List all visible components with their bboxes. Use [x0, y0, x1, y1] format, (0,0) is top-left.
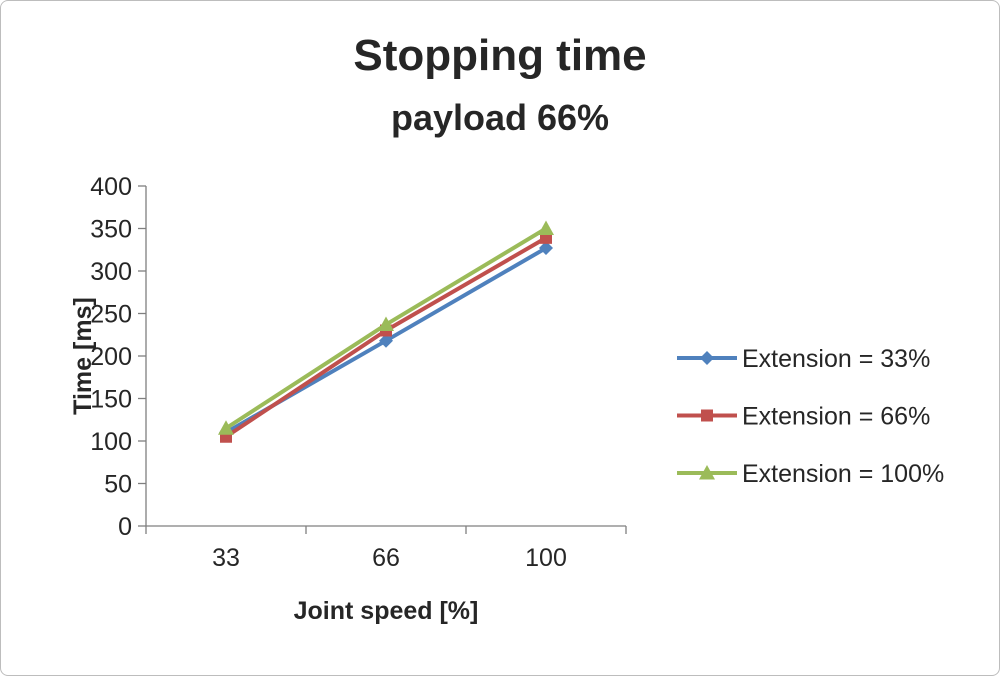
x-axis-title: Joint speed [%] [294, 597, 479, 625]
chart-title: Stopping time [353, 31, 647, 80]
y-tick-label: 100 [90, 428, 132, 456]
diamond-marker [700, 351, 714, 365]
diamond-marker [379, 333, 393, 348]
legend-label: Extension = 33% [742, 345, 930, 373]
diamond-marker [539, 241, 553, 256]
triangle-marker [378, 316, 394, 332]
y-tick-label: 400 [90, 173, 132, 201]
triangle-marker [218, 420, 234, 435]
y-tick-label: 50 [104, 470, 132, 498]
triangle-marker [699, 465, 715, 480]
y-tick-label: 150 [90, 385, 132, 413]
x-tick-label: 100 [525, 544, 567, 572]
chart-subtitle: payload 66% [390, 97, 610, 138]
legend-label: Extension = 66% [742, 402, 930, 430]
y-tick-label: 350 [90, 215, 132, 243]
x-tick-label: 66 [372, 544, 400, 572]
square-marker [701, 409, 713, 422]
x-tick-label: 33 [212, 544, 240, 572]
triangle-marker [538, 220, 554, 235]
y-tick-label: 0 [118, 513, 132, 541]
y-tick-label: 200 [90, 343, 132, 371]
y-tick-label: 300 [90, 258, 132, 286]
y-axis-title: Time [ms] [69, 297, 97, 415]
legend-label: Extension = 100% [742, 460, 944, 488]
y-tick-label: 250 [90, 300, 132, 328]
